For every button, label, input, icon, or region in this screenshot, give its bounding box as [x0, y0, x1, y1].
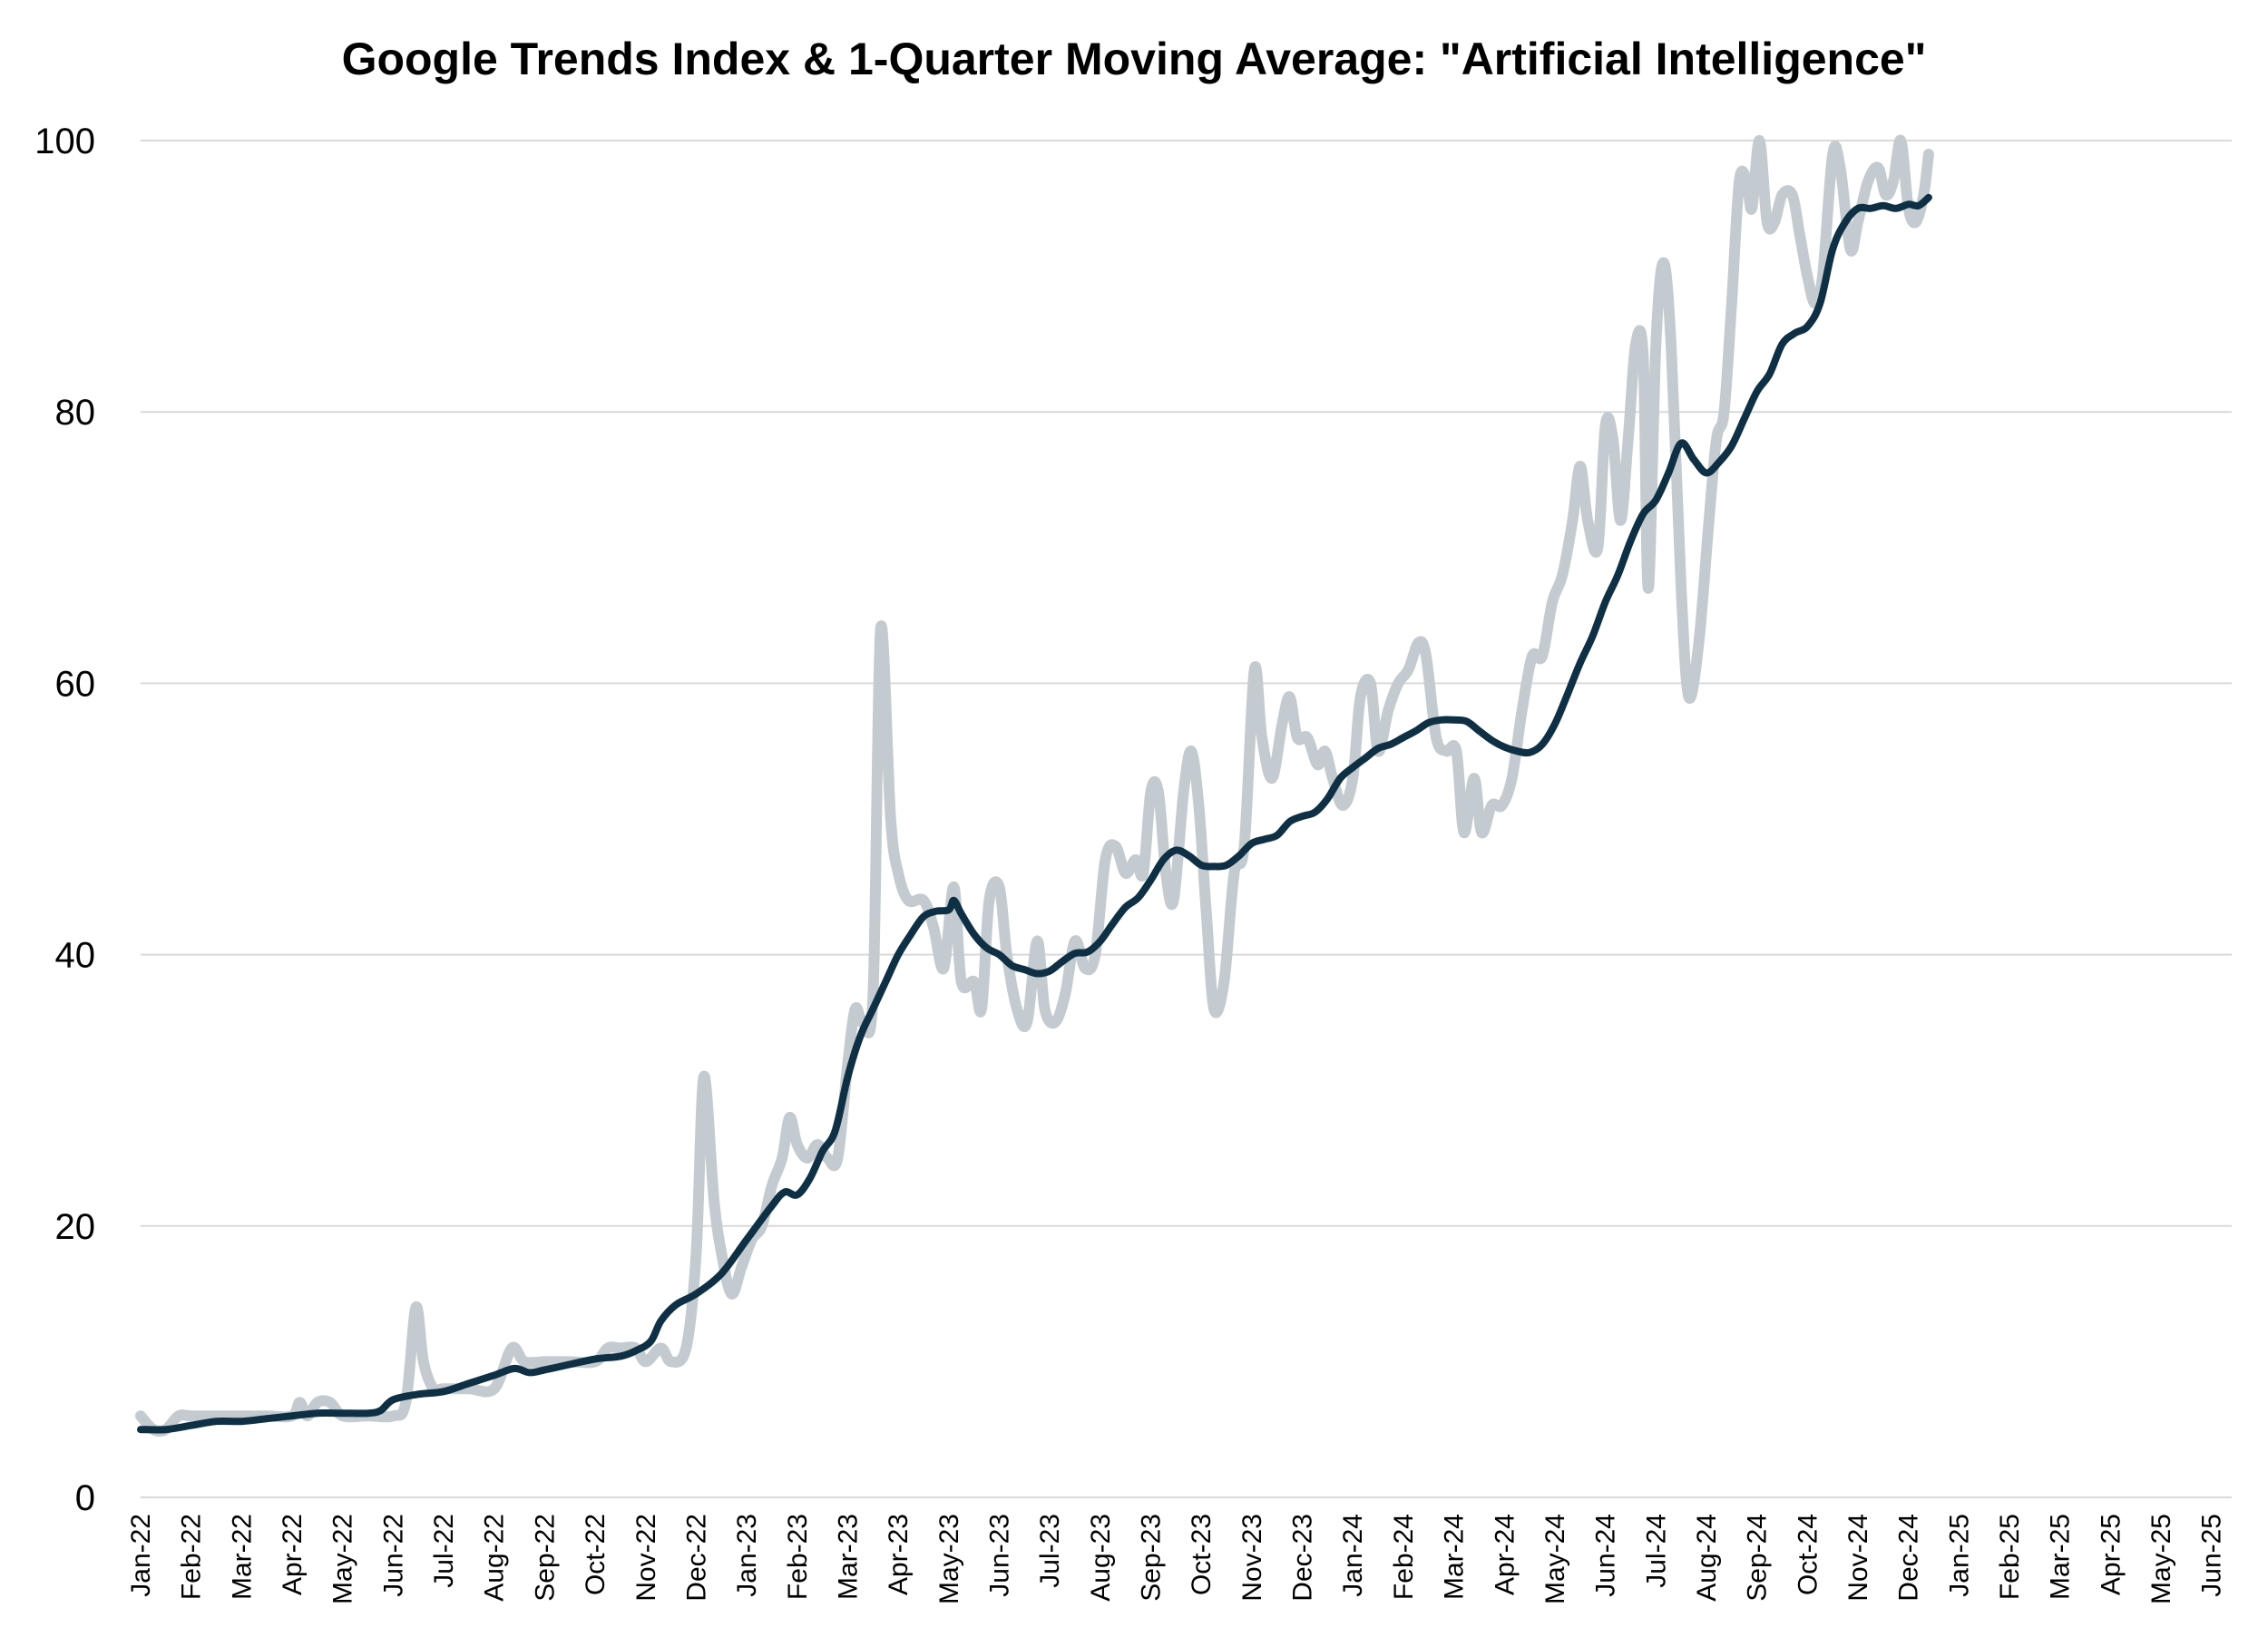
x-tick-label: Feb-24	[1389, 1514, 1419, 1600]
y-tick-label: 20	[55, 1207, 96, 1247]
x-tick-label: Mar-24	[1440, 1514, 1470, 1600]
x-tick-label: May-24	[1540, 1514, 1570, 1604]
x-tick-label: Apr-23	[884, 1514, 914, 1595]
x-tick-label: Apr-25	[2096, 1514, 2126, 1595]
y-tick-label: 100	[34, 122, 95, 161]
x-tick-label: Nov-23	[1237, 1514, 1267, 1602]
x-tick-label: Sep-24	[1743, 1514, 1773, 1602]
x-tick-label: Nov-24	[1843, 1514, 1873, 1602]
x-tick-label: May-25	[2146, 1514, 2176, 1604]
x-tick-label: Jul-22	[429, 1514, 459, 1588]
x-tick-label: Oct-24	[1793, 1514, 1823, 1595]
x-tick-label: Dec-24	[1894, 1514, 1924, 1602]
x-tick-label: Jul-24	[1641, 1514, 1671, 1588]
x-tick-label: Aug-24	[1692, 1514, 1722, 1602]
y-tick-label: 60	[55, 664, 96, 704]
x-tick-label: Aug-22	[480, 1514, 510, 1602]
x-tick-label: Aug-23	[1086, 1514, 1116, 1602]
x-tick-label: Mar-23	[833, 1514, 863, 1600]
x-tick-label: Feb-22	[177, 1514, 207, 1600]
x-tick-label: Sep-22	[530, 1514, 560, 1602]
x-tick-label: Jul-23	[1035, 1514, 1065, 1588]
series-group	[135, 134, 1934, 1437]
x-axis-ticks: Jan-22 Feb-22 Mar-22 Apr-22 May-22 Jun-22 Jul-…	[126, 1514, 2227, 1604]
x-tick-label: May-23	[934, 1514, 964, 1604]
x-tick-label: Jan-22	[126, 1514, 156, 1597]
y-tick-label: 40	[55, 936, 96, 976]
x-tick-label: Feb-25	[1995, 1514, 2025, 1600]
y-axis-ticks: 0 20 40 60 80 100	[34, 122, 95, 1518]
chart-title: Google Trends Index & 1-Quarter Moving A…	[342, 34, 1927, 84]
x-tick-label: Oct-23	[1187, 1514, 1217, 1595]
series-line-index	[135, 134, 1934, 1437]
x-tick-label: Feb-23	[783, 1514, 813, 1600]
gridlines	[141, 140, 2232, 1498]
series-line-moving-average	[137, 193, 1932, 1434]
x-tick-label: Apr-22	[278, 1514, 308, 1595]
x-tick-label: Jun-24	[1591, 1514, 1621, 1597]
x-tick-label: Oct-22	[581, 1514, 611, 1595]
x-tick-label: Sep-23	[1137, 1514, 1167, 1602]
x-tick-label: Nov-22	[631, 1514, 661, 1602]
x-tick-label: Apr-24	[1490, 1514, 1520, 1595]
x-tick-label: Jun-25	[2197, 1514, 2227, 1597]
x-tick-label: May-22	[328, 1514, 358, 1604]
y-tick-label: 0	[75, 1478, 95, 1518]
x-tick-label: Dec-22	[681, 1514, 711, 1602]
x-tick-label: Jun-22	[378, 1514, 408, 1597]
x-tick-label: Jan-25	[1944, 1514, 1974, 1597]
x-tick-label: Jan-24	[1338, 1514, 1368, 1597]
x-tick-label: Mar-22	[227, 1514, 257, 1600]
x-tick-label: Mar-25	[2046, 1514, 2076, 1600]
y-tick-label: 80	[55, 393, 96, 433]
x-tick-label: Dec-23	[1288, 1514, 1318, 1602]
x-tick-label: Jun-23	[984, 1514, 1014, 1597]
x-tick-label: Jan-23	[732, 1514, 762, 1597]
